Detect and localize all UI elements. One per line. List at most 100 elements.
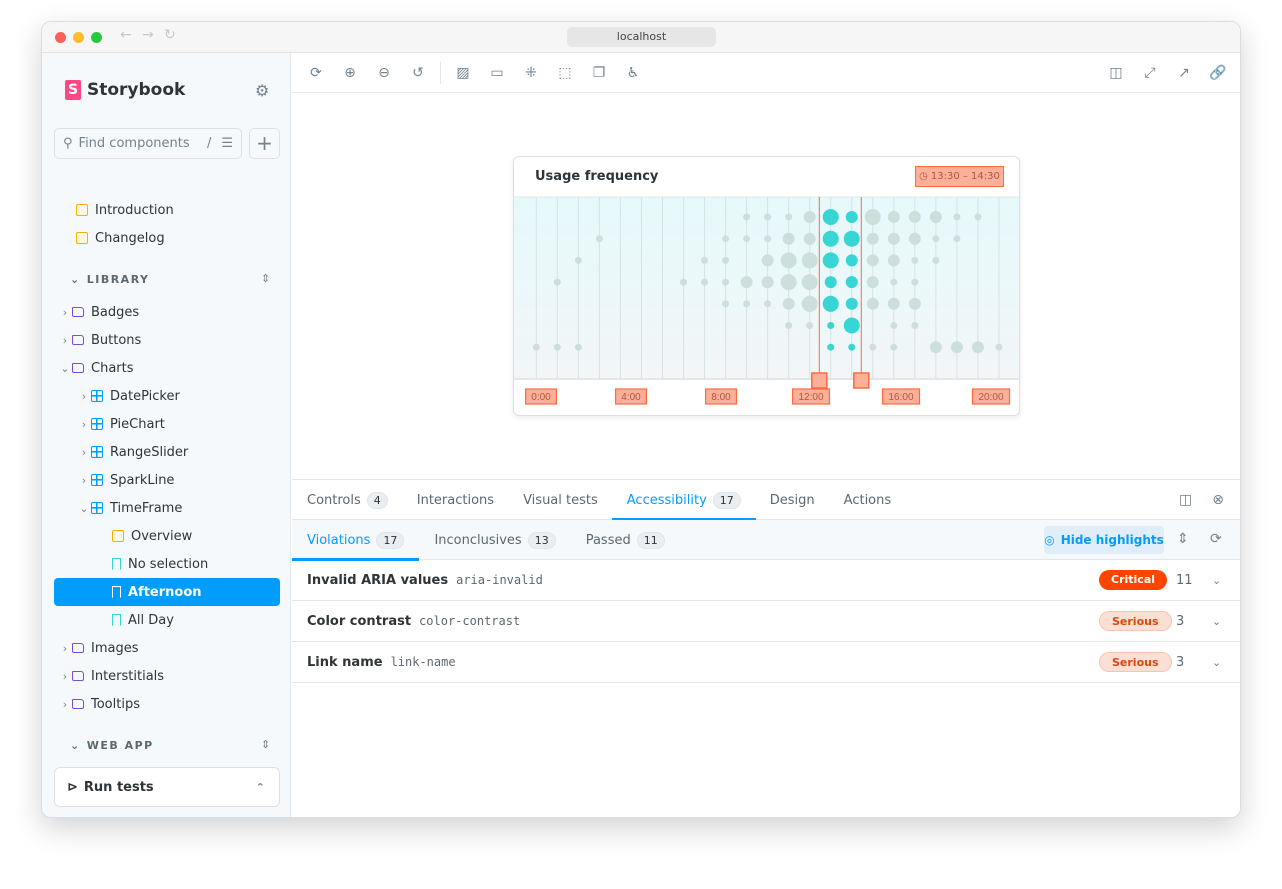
sidebar-item-buttons[interactable]: › Buttons [58, 326, 142, 354]
sidebar-item-no-selection[interactable]: No selection [112, 550, 208, 578]
viewport-ruler-icon[interactable]: ▭ [490, 65, 504, 81]
sidebar-item-introduction[interactable]: Introduction [76, 196, 174, 224]
sidebar-item-badges[interactable]: › Badges [58, 298, 139, 326]
search-icon: ⚲ [63, 136, 73, 151]
tab-visual-tests[interactable]: Visual tests [523, 480, 613, 520]
outline-icon[interactable]: ⬚ [558, 65, 572, 81]
data-point [908, 232, 921, 245]
search-input[interactable]: ⚲ Find components / ☰ [54, 128, 242, 159]
close-window-button[interactable] [55, 32, 66, 43]
comp-icon [91, 446, 103, 458]
tab-interactions[interactable]: Interactions [417, 480, 509, 520]
zoom-in-icon[interactable]: ⊕ [344, 65, 356, 81]
chevron-right-icon: › [81, 445, 87, 459]
data-point [843, 230, 860, 247]
sidebar-item-tooltips[interactable]: › Tooltips [58, 690, 140, 718]
rerun-icon[interactable]: ⟳ [1210, 531, 1222, 547]
remount-icon[interactable]: ⟳ [310, 65, 322, 81]
chevron-down-icon[interactable]: ⌄ [1212, 573, 1222, 587]
address-bar[interactable]: localhost [567, 27, 716, 47]
chevron-down-icon[interactable]: ⌄ [1212, 614, 1222, 628]
dot-matrix-chart[interactable]: 0:00 4:00 8:00 12:00 16:00 20:00 [514, 157, 1020, 416]
data-point [974, 213, 982, 221]
add-story-button[interactable]: + [249, 128, 280, 159]
tab-actions[interactable]: Actions [844, 480, 907, 520]
sidebar-item-changelog[interactable]: Changelog [76, 224, 165, 252]
expand-collapse-icon[interactable]: ⇕ [1177, 531, 1189, 547]
story-icon [112, 558, 121, 570]
copy-link-icon[interactable]: 🔗 [1209, 65, 1227, 81]
settings-gear-icon[interactable]: ⚙ [255, 81, 270, 100]
expand-collapse-icon[interactable]: ⇕ [261, 272, 271, 285]
reset-zoom-icon[interactable]: ↺ [412, 65, 424, 81]
maximize-window-button[interactable] [91, 32, 102, 43]
back-icon[interactable]: ← [120, 27, 132, 43]
hide-highlights-button[interactable]: ◎ Hide highlights [1044, 526, 1164, 554]
data-point [911, 322, 919, 329]
expand-collapse-icon[interactable]: ⇕ [261, 738, 271, 751]
x-tick-label: 20:00 [978, 392, 1003, 403]
chevron-up-icon[interactable]: ⌃ [255, 780, 265, 794]
webapp-section-header[interactable]: ⌄ WEB APP [70, 739, 154, 752]
background-image-icon[interactable]: ▨ [456, 65, 470, 81]
data-point [890, 343, 898, 351]
open-new-tab-icon[interactable]: ↗ [1178, 65, 1190, 81]
tab-label: Actions [843, 492, 892, 508]
time-range-badge[interactable]: ◷ 13:30 – 14:30 [915, 166, 1004, 187]
data-point [827, 343, 835, 351]
tree-item-label: Interstitials [91, 668, 165, 684]
subtab-inconclusives[interactable]: Inconclusives 13 [419, 520, 570, 560]
sidebar-item-sparkline[interactable]: › SparkLine [77, 466, 175, 494]
tab-design[interactable]: Design [770, 480, 830, 520]
fullscreen-icon[interactable]: ⤢ [1144, 65, 1156, 81]
sidebar-item-rangeslider[interactable]: › RangeSlider [77, 438, 188, 466]
tab-accessibility[interactable]: Accessibility 17 [611, 480, 756, 521]
chevron-down-icon[interactable]: ⌄ [1212, 655, 1222, 669]
reload-icon[interactable]: ↻ [164, 27, 176, 43]
data-point [764, 213, 772, 221]
sidebar-item-timeframe[interactable]: ⌄ TimeFrame [77, 494, 182, 522]
library-section-header[interactable]: ⌄ LIBRARY [70, 273, 150, 286]
tick-label-highlight [971, 388, 1011, 405]
zoom-out-icon[interactable]: ⊖ [378, 65, 390, 81]
sidebar-item-overview[interactable]: Overview [112, 522, 192, 550]
violation-row[interactable]: Color contrast color-contrast Serious 3 ⌄ [292, 601, 1240, 642]
hide-highlights-label: Hide highlights [1060, 533, 1164, 547]
measure-icon[interactable]: ❐ [592, 65, 606, 81]
tab-controls[interactable]: Controls 4 [307, 480, 403, 520]
data-point [722, 300, 730, 308]
sidebar-item-images[interactable]: › Images [58, 634, 139, 662]
selection-handle[interactable] [811, 372, 828, 389]
forward-icon[interactable]: → [142, 27, 154, 43]
brand-name: Storybook [87, 80, 186, 100]
data-point [869, 343, 877, 351]
x-tick-label: 16:00 [888, 392, 913, 403]
sidebar-item-charts[interactable]: ⌄ Charts [58, 354, 133, 382]
panel-orientation-icon[interactable]: ◫ [1179, 492, 1193, 508]
sidebar-item-all-day[interactable]: All Day [112, 606, 174, 634]
violation-row[interactable]: Link name link-name Serious 3 ⌄ [292, 642, 1240, 683]
time-range-label: 13:30 – 14:30 [930, 171, 1000, 182]
run-tests-button[interactable]: ⊳ Run tests ⌃ [54, 767, 280, 807]
violation-count: 3 [1176, 613, 1185, 629]
filter-icon[interactable]: ☰ [221, 136, 233, 151]
sidebar-item-datepicker[interactable]: › DatePicker [77, 382, 180, 410]
grid-icon[interactable]: ⁜ [525, 65, 537, 81]
subtab-violations[interactable]: Violations 17 [292, 520, 420, 561]
close-panel-icon[interactable]: ⊗ [1212, 492, 1224, 508]
accessibility-icon[interactable]: ♿ [626, 65, 640, 81]
sidebar-item-interstitials[interactable]: › Interstitials [58, 662, 164, 690]
tree-item-label: All Day [128, 612, 174, 628]
violation-row[interactable]: Invalid ARIA values aria-invalid Critical 1… [292, 560, 1240, 601]
comp-icon [91, 418, 103, 430]
sidebar-item-piechart[interactable]: › PieChart [77, 410, 165, 438]
subtab-passed[interactable]: Passed 11 [571, 520, 680, 560]
storybook-logo[interactable]: S Storybook [65, 80, 185, 100]
data-point [845, 211, 858, 223]
data-point [932, 235, 940, 243]
sidebar-item-afternoon[interactable]: Afternoon [54, 578, 280, 606]
data-point [801, 252, 818, 269]
sidebar-toggle-icon[interactable]: ◫ [1109, 65, 1123, 81]
minimize-window-button[interactable] [73, 32, 84, 43]
selection-handle[interactable] [853, 372, 870, 389]
